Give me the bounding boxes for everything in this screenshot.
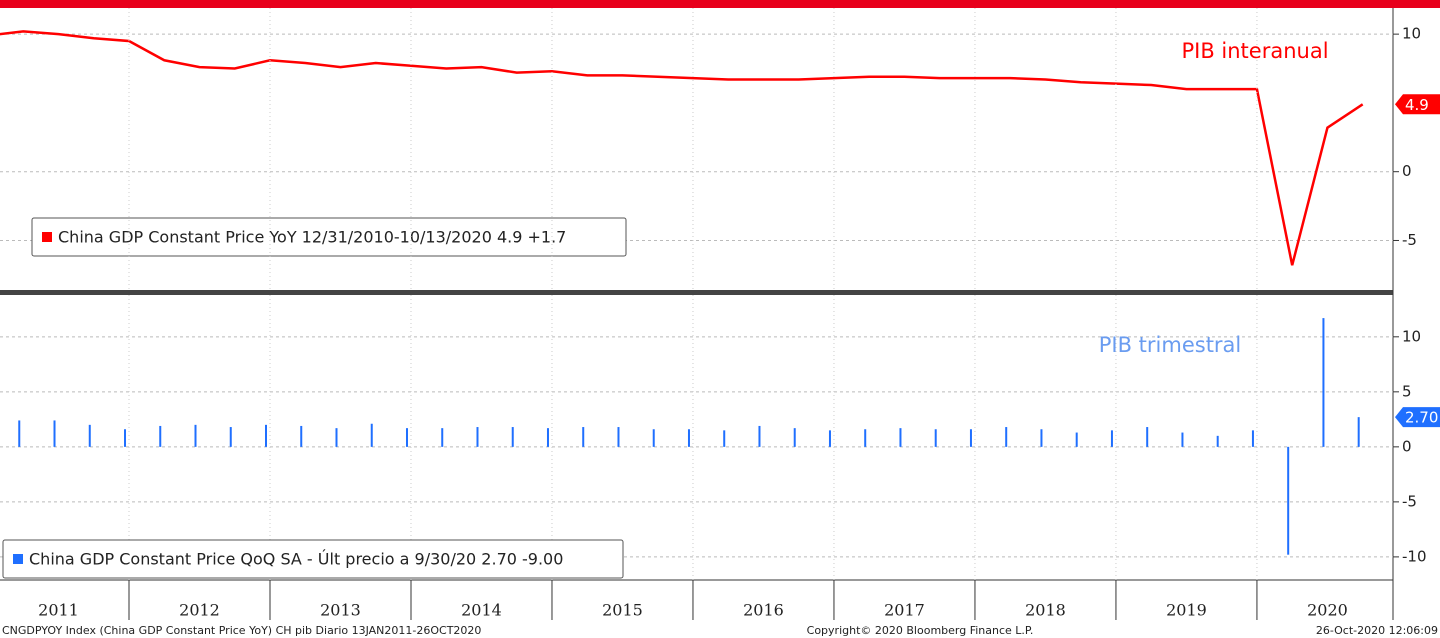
legend-label: China GDP Constant Price YoY 12/31/2010-…	[58, 228, 566, 247]
bar	[828, 430, 831, 447]
bar	[1287, 446, 1290, 555]
x-tick-label: 2015	[602, 601, 643, 620]
bar	[18, 420, 21, 447]
bar	[476, 427, 479, 447]
annotation: PIB interanual	[1181, 39, 1328, 63]
x-tick-label: 2018	[1025, 601, 1066, 620]
legend-box	[2, 539, 624, 579]
bar	[687, 429, 690, 447]
bar	[758, 425, 761, 447]
bar	[546, 428, 549, 447]
y-tick-label: 0	[1402, 162, 1412, 180]
panel-divider	[0, 290, 1393, 295]
bar	[511, 427, 514, 447]
bar	[617, 427, 620, 447]
last-value-flag	[1395, 407, 1440, 428]
y-tick-label: 0	[1402, 437, 1412, 455]
bar	[194, 424, 197, 447]
bar	[1357, 417, 1360, 447]
bar	[793, 428, 796, 447]
bar	[1216, 435, 1219, 447]
x-tick-label: 2014	[461, 601, 502, 620]
legend-box	[31, 217, 627, 257]
x-tick-label: 2017	[884, 601, 925, 620]
bar	[370, 423, 373, 447]
bar	[723, 430, 726, 447]
x-tick-label: 2019	[1166, 601, 1207, 620]
footer-left: CNGDPYOY Index (China GDP Constant Price…	[2, 624, 481, 637]
bar	[405, 428, 408, 447]
x-tick-label: 2013	[320, 601, 361, 620]
top-bar	[0, 0, 1440, 8]
x-tick-label: 2016	[743, 601, 784, 620]
legend-label: China GDP Constant Price QoQ SA - Últ pr…	[29, 550, 563, 569]
x-tick-label: 2020	[1307, 601, 1348, 620]
x-tick-label: 2012	[179, 601, 220, 620]
legend-swatch	[42, 232, 52, 242]
last-value-flag	[1395, 94, 1440, 115]
bar	[899, 428, 902, 447]
bar	[864, 429, 867, 447]
bar	[1110, 430, 1113, 447]
bar	[159, 425, 162, 447]
y-tick-label: 10	[1402, 25, 1421, 43]
bar	[1181, 432, 1184, 447]
footer-center: Copyright© 2020 Bloomberg Finance L.P.	[807, 624, 1034, 637]
bar	[1146, 427, 1149, 447]
legend-swatch	[13, 554, 23, 564]
bar	[582, 427, 585, 447]
bar	[335, 428, 338, 447]
bar	[124, 429, 127, 447]
y-tick-label: 5	[1402, 382, 1412, 400]
x-tick-label: 2011	[38, 601, 79, 620]
bar	[53, 420, 56, 447]
y-tick-label: -5	[1402, 492, 1417, 510]
footer-right: 26-Oct-2020 12:06:09	[1316, 624, 1438, 637]
bar	[441, 428, 444, 447]
last-value-label: 4.9	[1405, 96, 1429, 114]
bar	[229, 427, 232, 447]
bar	[300, 425, 303, 447]
bar	[969, 429, 972, 447]
bar	[88, 424, 91, 447]
bar	[934, 429, 937, 447]
bar	[1251, 430, 1254, 447]
bar	[1322, 318, 1325, 447]
last-value-label: 2.70	[1405, 409, 1438, 427]
bar	[1040, 429, 1043, 447]
y-tick-label: -10	[1402, 547, 1427, 565]
annotation: PIB trimestral	[1099, 333, 1242, 357]
y-tick-label: -5	[1402, 231, 1417, 249]
bar	[1005, 427, 1008, 447]
bar	[1075, 432, 1078, 447]
bar	[652, 429, 655, 447]
bar	[264, 424, 267, 447]
line-series	[0, 30, 1364, 266]
y-tick-label: 10	[1402, 327, 1421, 345]
